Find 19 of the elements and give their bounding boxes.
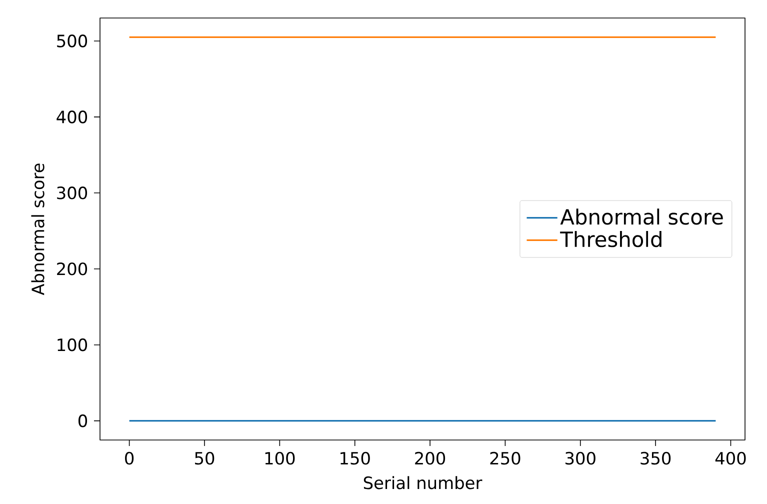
x-tick-label: 200 bbox=[415, 452, 446, 465]
x-tick-label: 150 bbox=[340, 452, 370, 465]
y-tick-label: 400 bbox=[56, 110, 88, 124]
y-tick-label: 500 bbox=[57, 34, 88, 48]
y-tick-label: 0 bbox=[78, 414, 88, 428]
y-tick-label: 300 bbox=[57, 186, 88, 200]
x-tick-label: 300 bbox=[566, 452, 596, 465]
x-axis-title: Serial number bbox=[364, 476, 482, 490]
y-tick-label: 200 bbox=[57, 262, 88, 276]
x-tick-label: 400 bbox=[715, 452, 746, 465]
y-axis-title: Abnormal score bbox=[31, 164, 44, 296]
x-tick-label: 0 bbox=[125, 452, 134, 465]
x-tick-label: 250 bbox=[490, 452, 520, 465]
y-tick-label: 100 bbox=[58, 338, 88, 352]
x-tick-label: 50 bbox=[195, 452, 214, 465]
x-tick-label: 350 bbox=[640, 452, 671, 465]
legend-label: Threshold bbox=[560, 230, 662, 248]
x-tick-label: 100 bbox=[265, 452, 295, 465]
legend-label: Abnormal score bbox=[560, 208, 723, 225]
